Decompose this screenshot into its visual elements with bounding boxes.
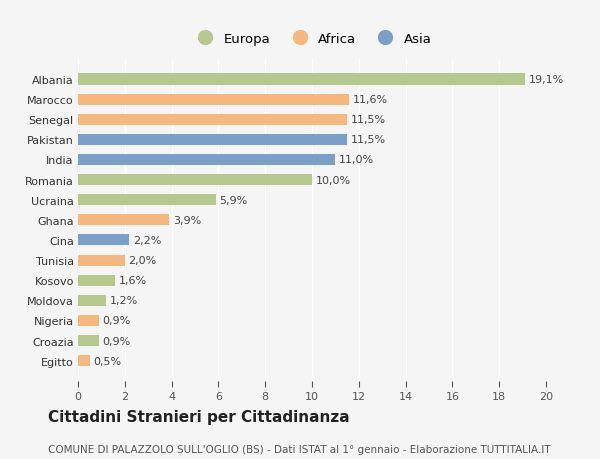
Text: COMUNE DI PALAZZOLO SULL'OGLIO (BS) - Dati ISTAT al 1° gennaio - Elaborazione TU: COMUNE DI PALAZZOLO SULL'OGLIO (BS) - Da… — [48, 444, 551, 454]
Bar — [78, 255, 125, 266]
Text: 11,0%: 11,0% — [339, 155, 374, 165]
Text: 2,2%: 2,2% — [133, 235, 161, 246]
Text: 19,1%: 19,1% — [529, 75, 564, 85]
Bar — [78, 174, 312, 186]
Text: 1,6%: 1,6% — [119, 275, 147, 285]
Bar — [78, 355, 90, 366]
Bar — [78, 315, 99, 326]
Bar — [78, 235, 130, 246]
Bar — [78, 95, 349, 106]
Bar — [78, 215, 169, 226]
Text: 11,5%: 11,5% — [350, 115, 386, 125]
Text: 2,0%: 2,0% — [128, 256, 157, 265]
Bar — [78, 74, 525, 85]
Bar — [78, 335, 99, 346]
Text: 11,6%: 11,6% — [353, 95, 388, 105]
Text: 11,5%: 11,5% — [350, 135, 386, 145]
Text: 0,5%: 0,5% — [93, 356, 121, 366]
Bar — [78, 155, 335, 166]
Text: Cittadini Stranieri per Cittadinanza: Cittadini Stranieri per Cittadinanza — [48, 409, 350, 425]
Bar — [78, 195, 216, 206]
Text: 3,9%: 3,9% — [173, 215, 201, 225]
Text: 0,9%: 0,9% — [103, 316, 131, 326]
Text: 10,0%: 10,0% — [316, 175, 350, 185]
Bar — [78, 134, 347, 146]
Text: 0,9%: 0,9% — [103, 336, 131, 346]
Bar — [78, 114, 347, 125]
Bar — [78, 275, 115, 286]
Text: 1,2%: 1,2% — [110, 296, 138, 306]
Bar — [78, 295, 106, 306]
Legend: Europa, Africa, Asia: Europa, Africa, Asia — [187, 28, 437, 51]
Text: 5,9%: 5,9% — [220, 195, 248, 205]
